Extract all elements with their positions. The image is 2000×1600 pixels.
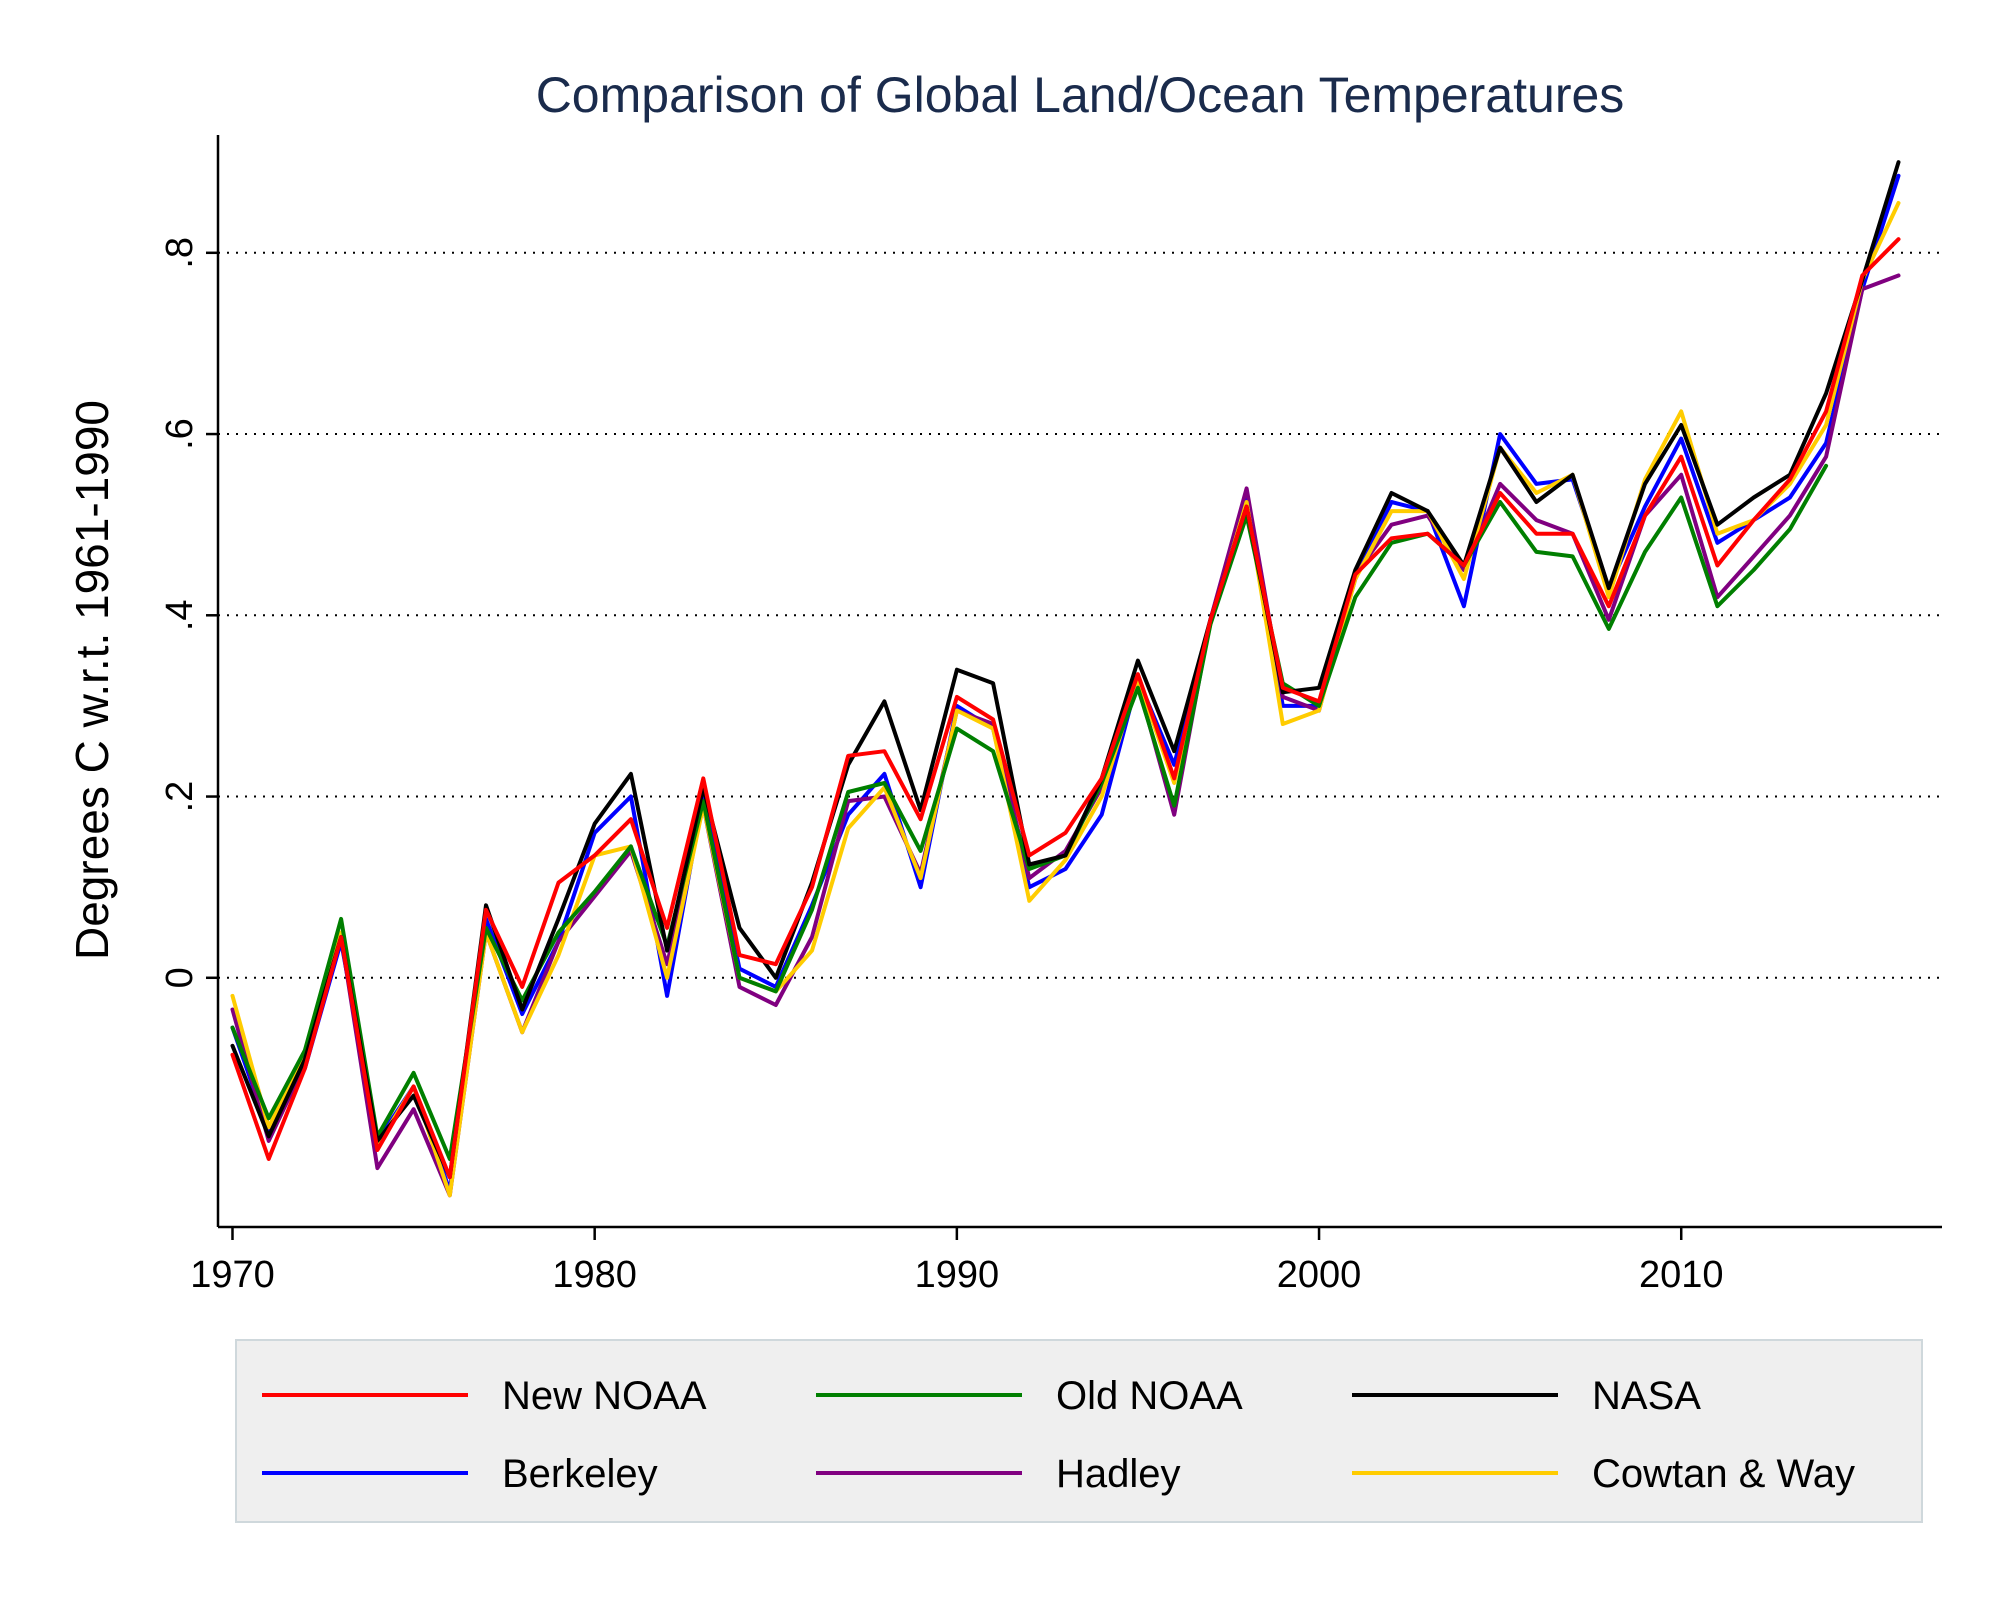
y-tick-label: .4 bbox=[159, 599, 201, 631]
y-tick-label: .8 bbox=[159, 237, 201, 269]
legend: New NOAA Old NOAA NASA Berkeley Hadley Cowtan… bbox=[235, 1339, 1923, 1523]
chart-title: Comparison of Global Land/Ocean Temperat… bbox=[536, 67, 1625, 123]
series-line-new-noaa bbox=[230, 237, 1901, 1180]
y-tick-label: .2 bbox=[159, 781, 201, 813]
x-tick-label: 1980 bbox=[552, 1254, 637, 1296]
series-line-old-noaa bbox=[230, 463, 1829, 1161]
axes bbox=[216, 135, 1942, 1229]
x-tick-label: 1990 bbox=[915, 1254, 1000, 1296]
legend-label-old-noaa: Old NOAA bbox=[1056, 1374, 1243, 1418]
x-tick-label: 1970 bbox=[190, 1254, 275, 1296]
series-lines bbox=[230, 160, 1901, 1198]
y-tick-label: 0 bbox=[159, 967, 201, 988]
legend-label-nasa: NASA bbox=[1592, 1374, 1701, 1418]
y-tick-label: .6 bbox=[159, 418, 201, 450]
series-line-nasa bbox=[230, 160, 1901, 1180]
legend-label-cowtan-way: Cowtan & Way bbox=[1592, 1452, 1855, 1496]
tick-labels: 0 .2 .4 .6 .8 1970 1980 1990 2000 2010 bbox=[159, 237, 1724, 1296]
x-tick-label: 2010 bbox=[1639, 1254, 1724, 1296]
x-tick-label: 2000 bbox=[1277, 1254, 1362, 1296]
y-axis-title: Degrees C w.r.t. 1961-1990 bbox=[66, 400, 118, 960]
legend-label-new-noaa: New NOAA bbox=[502, 1374, 707, 1418]
legend-label-berkeley: Berkeley bbox=[502, 1452, 658, 1496]
legend-box bbox=[235, 1339, 1923, 1523]
legend-label-hadley: Hadley bbox=[1056, 1452, 1181, 1496]
